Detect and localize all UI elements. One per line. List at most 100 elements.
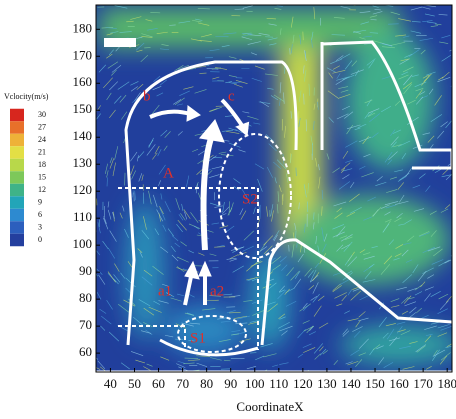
vector <box>299 303 311 312</box>
vector <box>96 342 97 343</box>
vector <box>424 293 431 302</box>
vector <box>342 150 349 159</box>
vector <box>291 244 295 258</box>
vector <box>391 41 406 46</box>
vector <box>332 70 346 74</box>
vector <box>416 307 422 314</box>
vector <box>345 270 353 275</box>
vector <box>400 330 411 336</box>
vector <box>130 165 135 176</box>
vector <box>359 249 366 254</box>
vector <box>106 170 109 178</box>
vector <box>210 357 222 361</box>
vector <box>404 53 413 58</box>
vector <box>341 167 346 174</box>
annotation: c <box>228 88 235 104</box>
vector <box>361 172 374 178</box>
vector <box>174 65 184 71</box>
x-tick-label: 50 <box>128 376 141 391</box>
vector <box>232 81 242 84</box>
vector <box>422 20 433 22</box>
vector <box>112 211 115 219</box>
y-tick-label: 120 <box>73 182 93 197</box>
vector <box>118 304 130 313</box>
vector <box>230 202 234 213</box>
vector <box>354 127 361 131</box>
vector <box>347 256 358 267</box>
vector <box>112 162 116 177</box>
vector <box>312 272 320 281</box>
vector <box>347 361 359 366</box>
vector <box>332 231 345 238</box>
vector <box>109 109 116 118</box>
vector <box>408 49 420 58</box>
vector <box>349 207 362 214</box>
vector <box>209 295 221 297</box>
vector <box>140 54 149 63</box>
vector <box>266 206 268 217</box>
vector <box>389 176 397 180</box>
vector <box>130 81 139 86</box>
vector <box>279 289 285 293</box>
y-tick-label: 60 <box>79 344 92 359</box>
vector <box>425 185 431 192</box>
vector <box>96 113 101 120</box>
vector <box>135 42 145 51</box>
vector <box>160 193 163 200</box>
vector <box>342 168 353 172</box>
vector <box>107 209 112 220</box>
vector <box>279 28 282 35</box>
vector <box>266 18 276 20</box>
vector <box>416 345 426 353</box>
vector <box>369 113 380 123</box>
vector <box>131 170 136 180</box>
vector <box>331 34 346 36</box>
vector <box>434 95 442 106</box>
vector <box>372 40 384 44</box>
vector <box>278 313 286 319</box>
vector <box>134 190 136 201</box>
vector <box>251 278 259 282</box>
vector <box>218 151 227 154</box>
vector <box>412 264 419 274</box>
vector <box>270 204 274 217</box>
vector <box>279 316 286 320</box>
vector <box>336 226 346 237</box>
vector <box>158 213 161 222</box>
vector <box>146 144 156 156</box>
vector <box>136 49 143 53</box>
vector <box>445 120 452 129</box>
vector <box>259 246 268 252</box>
vector <box>438 293 449 300</box>
vector <box>226 225 235 233</box>
vector <box>298 90 302 103</box>
vector <box>136 83 144 90</box>
vector <box>268 143 277 152</box>
vector <box>319 348 327 356</box>
vector <box>420 49 426 55</box>
vector <box>223 32 237 35</box>
vector <box>229 311 241 314</box>
vector <box>208 108 218 112</box>
vector <box>345 140 358 148</box>
vector <box>96 292 102 300</box>
field <box>96 5 452 372</box>
vector <box>397 176 407 182</box>
vector <box>304 267 312 277</box>
y-tick-label: 170 <box>73 47 93 62</box>
vector <box>387 159 393 165</box>
vector <box>445 295 452 303</box>
annotation: a2 <box>210 283 224 299</box>
vector <box>252 310 264 316</box>
vector <box>345 361 353 365</box>
vector <box>313 120 315 130</box>
vector <box>430 114 443 122</box>
vector <box>285 301 297 307</box>
colorbar-label: 15 <box>38 172 46 181</box>
x-tick-label: 170 <box>413 376 433 391</box>
vector <box>246 276 260 281</box>
vector <box>184 312 195 316</box>
y-tick-label: 80 <box>79 290 92 305</box>
vector <box>138 151 145 159</box>
vector <box>279 285 285 293</box>
